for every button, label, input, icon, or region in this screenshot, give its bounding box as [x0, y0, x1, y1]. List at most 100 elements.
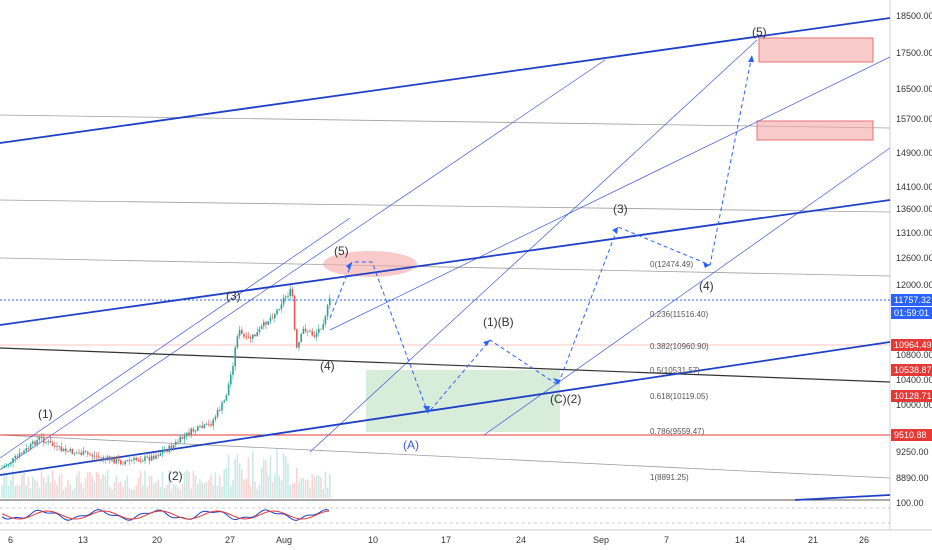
volume-bar [278, 475, 280, 498]
volume-bar [179, 489, 181, 498]
volume-bar [87, 471, 89, 498]
candle-body [29, 443, 32, 449]
volume-bar [43, 477, 45, 498]
candle-body [219, 409, 221, 411]
candle-body [313, 335, 316, 337]
candle-body [27, 448, 30, 449]
volume-bar [201, 482, 203, 498]
candle-body [230, 374, 232, 385]
time-tick: Sep [593, 535, 609, 545]
candle-body [285, 296, 287, 298]
wave-label-5-future: (5) [752, 25, 767, 39]
candle-body [128, 459, 131, 461]
volume-bar [243, 479, 245, 498]
wave-label-3: (3) [226, 289, 241, 303]
volume-bar [76, 474, 78, 498]
candle-body [212, 419, 214, 426]
candle-body [159, 453, 162, 456]
volume-bar [274, 474, 276, 498]
candle-body [276, 309, 278, 315]
target-zone-upper [758, 37, 874, 63]
candle-body [280, 304, 283, 310]
time-tick: 27 [225, 535, 235, 545]
volume-bar [285, 456, 287, 498]
volume-bar [104, 475, 107, 498]
candle-body [245, 336, 247, 338]
volume-bar [269, 455, 272, 498]
volume-bar [27, 476, 30, 498]
volume-bar [271, 482, 274, 498]
volume-bar [113, 482, 115, 498]
candle-body [157, 455, 159, 457]
volume-bar [307, 479, 309, 498]
candle-body [300, 333, 302, 343]
volume-bar [95, 471, 98, 498]
candle-body [12, 458, 14, 463]
volume-bar [65, 487, 67, 498]
volume-bar [3, 472, 5, 498]
volume-bar [128, 487, 131, 498]
volume-bar [177, 488, 179, 498]
arrow-head [423, 406, 430, 413]
volume-bar [210, 475, 212, 498]
candle-body [238, 330, 241, 337]
candle-body [47, 441, 49, 443]
volume-bar [267, 475, 269, 498]
volume-bar [238, 463, 241, 498]
volume-bar [18, 485, 21, 498]
candle-body [302, 328, 305, 334]
candle-body [133, 457, 135, 460]
volume-bar [16, 484, 19, 498]
volume-bar [153, 483, 155, 498]
candle-body [252, 334, 254, 339]
candle-body [131, 459, 133, 461]
volume-bar [146, 486, 148, 498]
candle-body [40, 437, 43, 438]
volume-bar [120, 481, 122, 498]
candle-body [115, 459, 118, 464]
candle-body [269, 317, 272, 322]
volume-bar [318, 475, 320, 498]
volume-bar [29, 488, 32, 498]
price-tick: 8890.00 [896, 473, 929, 483]
wave-labels: (1) (2) (3) (4) (5) (A) (1)(B) (C)(2) (3… [38, 25, 767, 483]
volume-bar [254, 481, 256, 498]
volume-bar [258, 484, 261, 498]
candle-body [82, 451, 85, 455]
volume-bar [280, 480, 283, 498]
volume-bar [135, 485, 137, 498]
candle-body [84, 451, 87, 453]
channel-thin-line [329, 56, 891, 331]
volume-bar [5, 474, 8, 498]
candle-body [256, 332, 258, 337]
candle-body [197, 426, 199, 431]
volume-bar [161, 471, 164, 498]
support-line [0, 347, 891, 383]
candle-body [21, 453, 23, 455]
candle-body [287, 296, 289, 297]
volume-bar [234, 458, 236, 498]
candle-body [282, 297, 285, 305]
volume-bar [249, 485, 252, 498]
candle-body [80, 452, 82, 455]
volume-bar [56, 484, 58, 498]
volume-bar [34, 480, 36, 498]
volume-bar [62, 489, 65, 498]
volume-bar [170, 488, 173, 498]
candle-body [271, 317, 274, 319]
candle-body [247, 336, 250, 338]
volume-bar [157, 479, 159, 498]
candle-body [104, 458, 107, 460]
price-tag-current: 11757.32 [894, 295, 931, 305]
volume-bar [276, 448, 278, 498]
candle-body [168, 445, 170, 452]
candle-body [225, 395, 228, 401]
volume-bar [192, 471, 195, 498]
volume-bar [67, 480, 69, 498]
wave-label-4: (4) [320, 359, 335, 373]
volume-bar [80, 482, 82, 498]
volume-bar [199, 479, 201, 498]
candle-body [150, 455, 153, 461]
channel-lower-line [794, 494, 891, 501]
